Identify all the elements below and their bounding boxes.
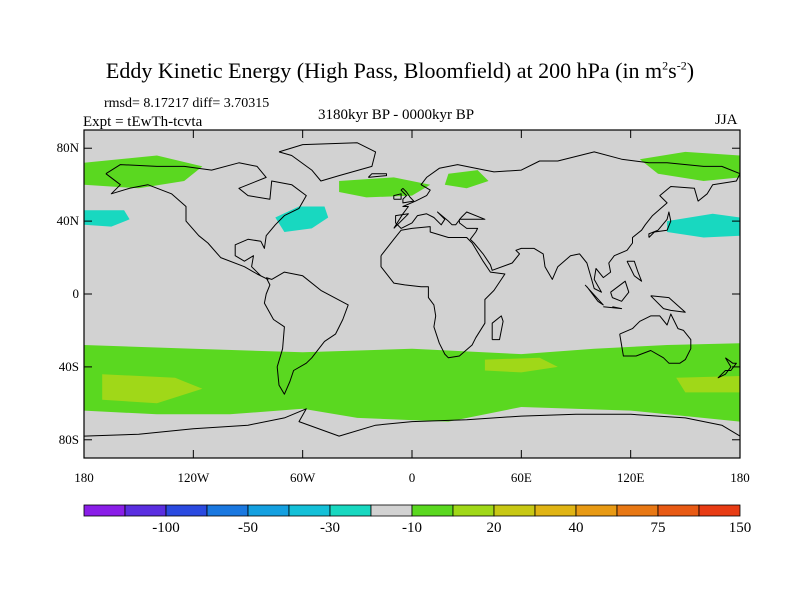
region-south-australia-strong-positive	[676, 376, 740, 393]
coastline-segment	[393, 193, 402, 200]
colorbar-swatch	[616, 504, 659, 517]
lon-tick-label: 120W	[177, 470, 210, 485]
period-label: 3180kyr BP - 0000kyr BP	[318, 107, 475, 123]
lat-tick-label: 80S	[58, 431, 79, 447]
lon-tick-label: 180	[74, 470, 94, 485]
colorbar-swatch	[698, 504, 741, 517]
region-north-pacific-negative-anomaly	[84, 210, 130, 227]
coastline-segment	[610, 280, 630, 302]
rmsd-diff-stats: rmsd= 8.17217 diff= 3.70315	[104, 96, 270, 111]
colorbar-label: 40	[568, 520, 584, 536]
colorbar-swatch	[329, 504, 372, 517]
colorbar-label: -100	[152, 520, 180, 536]
lat-tick-label: 80N	[56, 140, 79, 156]
plot-title: Eddy Kinetic Energy (High Pass, Bloomfie…	[105, 58, 695, 83]
coastline-segment	[84, 408, 740, 437]
region-south-pacific-strong-positive	[102, 374, 203, 404]
coastlines	[84, 142, 740, 437]
colorbar-swatch	[493, 504, 536, 517]
colorbar-swatch	[165, 504, 208, 517]
coastline-segment	[619, 313, 692, 364]
coastline-segment	[400, 187, 415, 204]
region-south-indian-strong-positive	[484, 357, 558, 373]
colorbar-swatch	[657, 504, 700, 517]
coastline-segment	[603, 306, 623, 310]
colorbar-swatch	[411, 504, 454, 517]
coastline-segment	[367, 173, 387, 178]
colorbar-swatch	[124, 504, 167, 517]
colorbar-swatch	[575, 504, 618, 517]
lat-tick-label: 0	[72, 286, 80, 301]
coastline-segment	[648, 211, 672, 238]
coastline-segment	[650, 295, 686, 313]
colorbar-swatch	[370, 504, 413, 517]
lon-tick-label: 60E	[510, 470, 532, 485]
coastline-segment	[278, 142, 377, 182]
lon-tick-label: 0	[408, 470, 416, 485]
colorbar-swatch	[83, 504, 126, 517]
axis-ticks	[83, 130, 741, 458]
colorbar-label: -10	[402, 520, 422, 536]
colorbar-label: 150	[728, 520, 752, 536]
lat-tick-label: 40N	[56, 213, 79, 229]
colorbar-label: -50	[238, 520, 258, 536]
experiment-label: Expt = tEwTh-tcvta	[83, 114, 203, 130]
region-north-atlantic-negative-anomaly	[275, 206, 329, 232]
coastline-segment	[717, 357, 737, 379]
lon-tick-label: 120E	[616, 470, 645, 485]
colorbar-label: -30	[320, 520, 340, 536]
coastline-segment	[491, 315, 504, 341]
coastline-segment	[584, 284, 604, 306]
colorbar-swatch	[288, 504, 331, 517]
colorbar-swatch	[452, 504, 495, 517]
coastline-segment	[105, 162, 307, 280]
coastline-segment	[263, 271, 349, 395]
coastline-segment	[380, 226, 506, 359]
coastline-segment	[393, 151, 740, 293]
colorbar-label: 20	[486, 520, 502, 536]
region-southern-hemisphere-positive-band	[84, 343, 740, 422]
coastline-segment	[626, 260, 643, 282]
region-northwest-pacific-negative-anomaly	[667, 213, 740, 238]
region-northwest-pacific-positive-band	[639, 151, 740, 181]
season-label: JJA	[715, 112, 738, 128]
lon-tick-label: 180	[730, 470, 750, 485]
colorbar-label: 75	[650, 520, 666, 536]
colorbar-swatch	[247, 504, 290, 517]
lon-tick-label: 60W	[290, 470, 316, 485]
colorbar	[83, 504, 741, 517]
region-europe-positive-patch	[444, 170, 489, 189]
anomaly-regions	[84, 151, 740, 422]
region-north-atlantic-positive-band	[339, 177, 431, 198]
colorbar-swatch	[206, 504, 249, 517]
colorbar-swatch	[534, 504, 577, 517]
lat-tick-label: 40S	[58, 358, 79, 374]
